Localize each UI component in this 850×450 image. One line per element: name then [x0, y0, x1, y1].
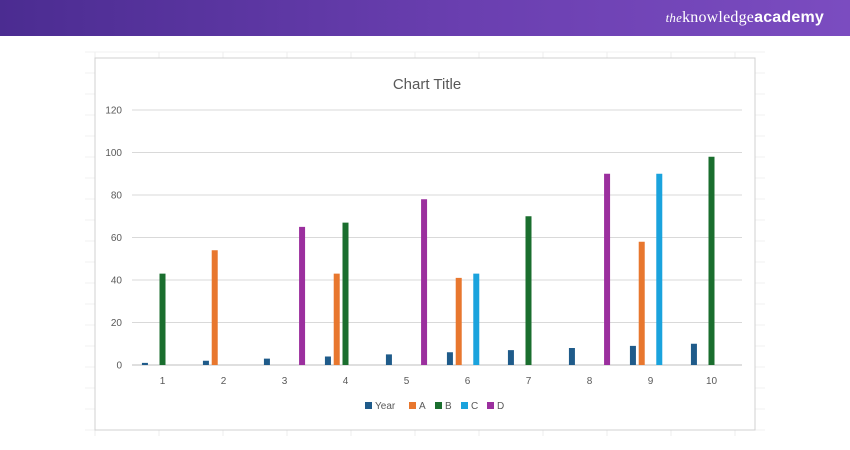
bar-year [263, 358, 270, 366]
bar-b [159, 273, 166, 366]
y-tick-label: 40 [111, 276, 123, 287]
x-axis: 1 2 3 4 5 6 7 8 9 10 [160, 376, 718, 387]
legend-label: D [497, 401, 504, 412]
legend-swatch [435, 402, 442, 409]
x-tick-label: 6 [465, 376, 471, 387]
bar-year [629, 345, 636, 366]
header-banner: theknowledgeacademy [0, 0, 850, 36]
legend-swatch [365, 402, 372, 409]
bar-year [507, 350, 514, 366]
bar-year [324, 356, 331, 365]
bar-a [638, 241, 645, 365]
bar-series [141, 156, 715, 366]
x-tick-label: 9 [648, 376, 654, 387]
y-tick-label: 60 [111, 233, 123, 244]
legend: Year A B C D [365, 401, 504, 412]
legend-swatch [409, 402, 416, 409]
bar-year [202, 360, 209, 365]
bar-d [421, 199, 428, 365]
bar-year [141, 362, 148, 366]
y-tick-label: 120 [105, 106, 122, 117]
x-tick-label: 8 [587, 376, 593, 387]
y-tick-label: 20 [111, 318, 123, 329]
y-tick-label: 100 [105, 148, 122, 159]
bar-c [656, 173, 663, 365]
bar-b [708, 156, 715, 365]
x-tick-label: 7 [526, 376, 532, 387]
x-tick-label: 5 [404, 376, 410, 387]
y-axis: 0 20 40 60 80 100 120 [105, 106, 122, 372]
y-tick-label: 0 [116, 361, 122, 372]
chart-title: Chart Title [393, 76, 461, 93]
bar-b [342, 222, 349, 366]
brand-logo: theknowledgeacademy [665, 9, 824, 26]
bar-a [455, 277, 462, 366]
bar-c [473, 273, 480, 366]
legend-label: A [419, 401, 426, 412]
x-tick-label: 2 [221, 376, 227, 387]
y-tick-label: 80 [111, 191, 123, 202]
bar-d [299, 226, 306, 366]
bar-year [385, 354, 392, 366]
bar-year [446, 352, 453, 365]
x-tick-label: 3 [282, 376, 288, 387]
legend-label: C [471, 401, 478, 412]
x-tick-label: 10 [706, 376, 718, 387]
bar-year [568, 348, 575, 365]
bar-year [690, 343, 697, 365]
legend-label: B [445, 401, 452, 412]
bar-b [525, 216, 532, 365]
legend-swatch [487, 402, 494, 409]
bar-d [604, 173, 611, 365]
bar-a [333, 273, 340, 366]
x-tick-label: 1 [160, 376, 166, 387]
legend-label: Year [375, 401, 396, 412]
legend-swatch [461, 402, 468, 409]
bar-a [211, 250, 218, 365]
x-tick-label: 4 [343, 376, 349, 387]
